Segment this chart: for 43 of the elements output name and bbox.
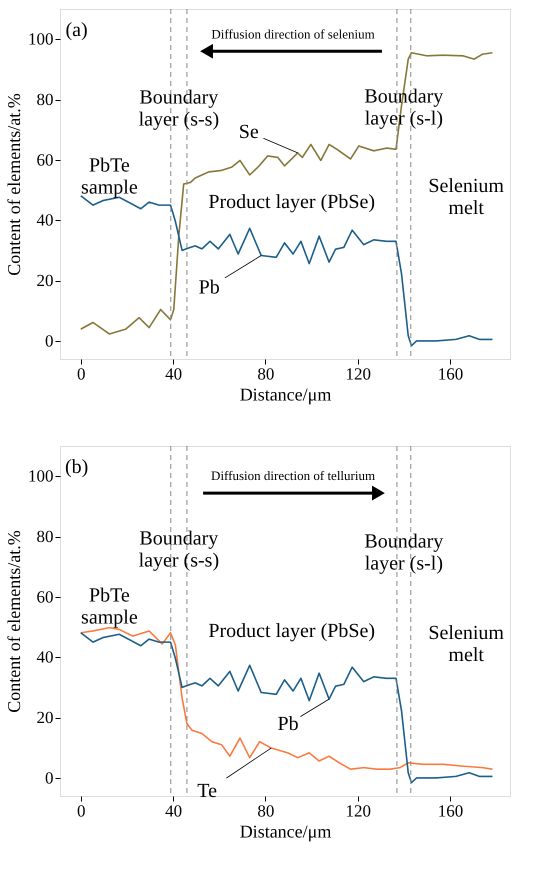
series-label: Pb bbox=[278, 713, 299, 736]
series-label: Pb bbox=[198, 276, 220, 299]
x-tick-label: 40 bbox=[165, 364, 182, 384]
y-tick-label: 60 bbox=[36, 587, 54, 606]
y-tick-label: 20 bbox=[36, 271, 54, 290]
y-tick-label: 20 bbox=[36, 708, 54, 728]
x-tick-label: 40 bbox=[165, 802, 182, 820]
y-axis-title: Content of elements/at.% bbox=[4, 93, 24, 276]
y-tick-label: 80 bbox=[36, 90, 54, 110]
annotation: Product layer (PbSe) bbox=[208, 620, 376, 642]
annotation: Selenium melt bbox=[428, 175, 504, 220]
annotation: PbTe sample bbox=[81, 154, 138, 199]
annotation: Product layer (PbSe) bbox=[208, 191, 376, 214]
y-tick-label: 60 bbox=[36, 150, 54, 170]
x-tick-label: 80 bbox=[257, 802, 274, 820]
y-tick-label: 40 bbox=[36, 210, 54, 230]
y-tick-label: 80 bbox=[36, 527, 54, 546]
annotation: Boundary layer (s-s) bbox=[138, 86, 220, 130]
y-tick-label: 100 bbox=[28, 30, 54, 49]
x-tick-label: 120 bbox=[345, 364, 371, 384]
series-label: Te bbox=[197, 780, 218, 802]
x-axis-title: Distance/μm bbox=[240, 822, 332, 842]
x-tick-label: 160 bbox=[438, 364, 464, 384]
y-axis-title: Content of elements/at.% bbox=[4, 530, 24, 713]
annotation: (a) bbox=[66, 19, 88, 42]
annotation: Selenium melt bbox=[428, 622, 504, 666]
x-tick-label: 120 bbox=[345, 802, 371, 820]
x-tick-label: 0 bbox=[77, 802, 86, 820]
series-label: Se bbox=[238, 120, 259, 143]
annotation: Boundary layer (s-s) bbox=[138, 527, 220, 572]
x-tick-label: 0 bbox=[77, 364, 86, 384]
annotation: Diffusion direction of tellurium bbox=[211, 468, 376, 484]
x-axis-title: Distance/μm bbox=[240, 384, 332, 404]
annotation: Diffusion direction of selenium bbox=[211, 26, 375, 42]
y-tick-label: 100 bbox=[28, 466, 54, 486]
annotation: PbTe sample bbox=[81, 584, 138, 628]
x-tick-label: 80 bbox=[257, 364, 274, 384]
y-tick-label: 40 bbox=[36, 648, 54, 667]
y-tick-label: 0 bbox=[45, 331, 54, 350]
y-tick-label: 0 bbox=[45, 768, 54, 788]
annotation: (b) bbox=[64, 456, 88, 478]
annotation: Boundary layer (s-l) bbox=[364, 530, 444, 575]
x-tick-label: 160 bbox=[438, 802, 464, 820]
